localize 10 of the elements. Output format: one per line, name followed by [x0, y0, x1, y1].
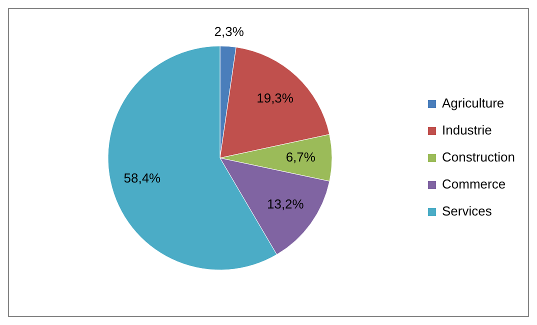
data-label: 2,3%: [214, 24, 244, 39]
legend-label: Services: [442, 203, 492, 218]
legend-label: Industrie: [442, 122, 492, 138]
legend-label: Agriculture: [442, 95, 504, 110]
legend-label: Commerce: [442, 176, 506, 192]
data-label: 13,2%: [266, 196, 304, 212]
data-label: 19,3%: [256, 90, 294, 106]
data-label: 58,4%: [124, 170, 162, 186]
data-label: 6,7%: [286, 149, 316, 164]
legend-label: Construction: [442, 149, 515, 164]
